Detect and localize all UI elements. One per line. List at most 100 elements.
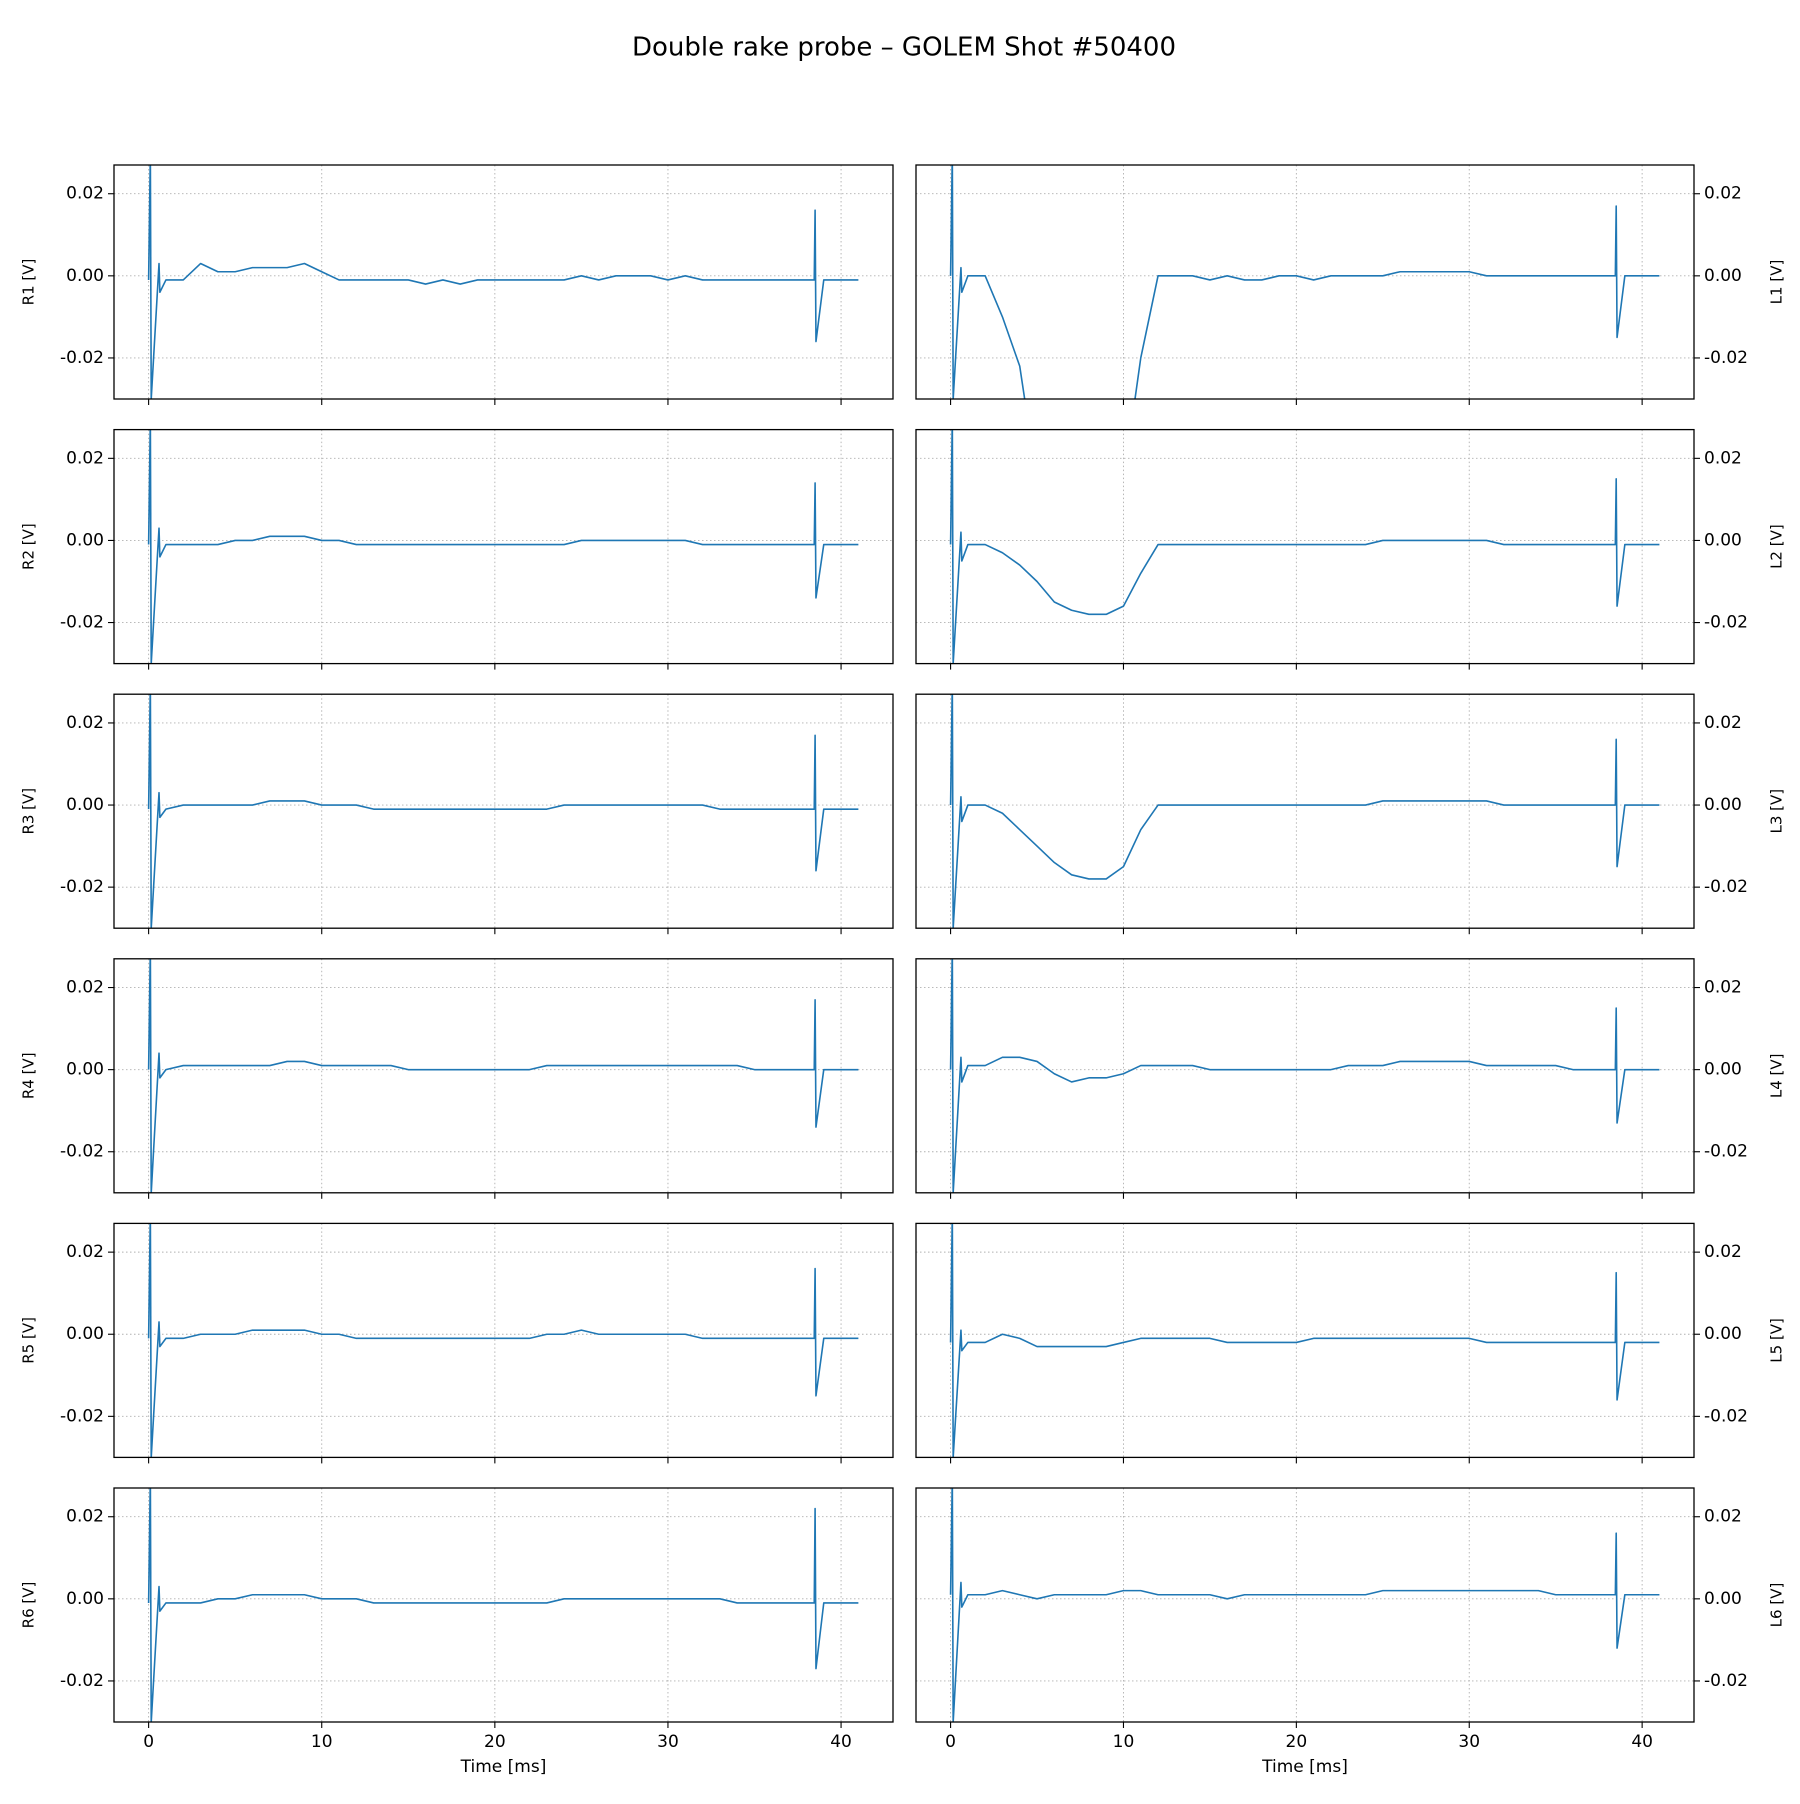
x-tick-label: 10 [311, 1732, 333, 1752]
y-tick-label: 0.02 [66, 184, 104, 204]
y-tick-label: 0.00 [1704, 795, 1742, 815]
y-tick-label: 0.02 [1704, 978, 1742, 998]
y-tick-label: -0.02 [1704, 877, 1748, 897]
x-axis-label: Time [ms] [1261, 1757, 1348, 1777]
panel: -0.02 0.00 0.02 R1 [V] [20, 164, 894, 405]
y-tick-label: 0.02 [1704, 448, 1742, 468]
y-tick-label: 0.00 [66, 266, 104, 286]
figure-title: Double rake probe – GOLEM Shot #50400 [632, 33, 1176, 63]
y-axis-label: L3 [V] [1768, 789, 1786, 834]
y-tick-label: -0.02 [60, 1671, 104, 1691]
y-axis-label: L6 [V] [1768, 1583, 1786, 1628]
y-axis-label: R3 [V] [20, 788, 38, 835]
signal-line [949, 165, 1660, 399]
y-tick-label: -0.02 [60, 877, 104, 897]
y-tick-label: 0.02 [1704, 1242, 1742, 1262]
axes-frame [113, 428, 894, 665]
axes-frame [113, 958, 894, 1194]
signal-line [949, 1223, 1660, 1458]
x-tick-label: 10 [1113, 1732, 1135, 1752]
axes-frame [113, 1222, 894, 1459]
axes-frame [915, 428, 1695, 665]
x-tick-label: 40 [830, 1732, 852, 1752]
y-tick-label: 0.00 [1704, 1324, 1742, 1344]
panel: -0.02 0.00 0.02 R3 [V] [20, 693, 894, 935]
y-tick-label: 0.02 [66, 448, 104, 468]
y-tick-label: -0.02 [1704, 613, 1748, 633]
signal-line [147, 429, 859, 664]
y-axis-label: L4 [V] [1768, 1053, 1786, 1098]
axes-frame [915, 693, 1695, 929]
panel: -0.02 0.00 0.02 L2 [V] [915, 428, 1786, 670]
y-tick-label: -0.02 [1704, 348, 1748, 368]
y-axis-label: L2 [V] [1768, 524, 1786, 569]
signal-line [147, 1223, 859, 1458]
x-axis-label: Time [ms] [460, 1757, 547, 1777]
y-tick-label: 0.00 [1704, 1589, 1742, 1609]
x-tick-label: 0 [945, 1732, 956, 1752]
x-tick-label: 30 [657, 1732, 679, 1752]
y-tick-label: 0.00 [66, 1589, 104, 1609]
panel: -0.02 0.00 0.02 L4 [V] [915, 958, 1786, 1199]
y-axis-label: L1 [V] [1768, 260, 1786, 305]
y-tick-label: 0.02 [66, 1242, 104, 1262]
signal-line [949, 958, 1660, 1193]
y-tick-label: 0.02 [66, 978, 104, 998]
y-tick-label: -0.02 [1704, 1671, 1748, 1691]
y-tick-label: 0.02 [1704, 1507, 1742, 1527]
panel: -0.02 0.00 0.02 R4 [V] [20, 958, 894, 1199]
signal-line [147, 694, 859, 929]
y-tick-label: 0.00 [66, 795, 104, 815]
signal-line [949, 429, 1660, 664]
y-tick-label: 0.02 [1704, 713, 1742, 733]
panel: -0.02 0.00 0.02 L5 [V] [915, 1222, 1786, 1464]
y-tick-label: -0.02 [1704, 1142, 1748, 1162]
y-tick-label: 0.00 [1704, 530, 1742, 550]
y-tick-label: 0.00 [1704, 266, 1742, 286]
y-tick-label: -0.02 [1704, 1406, 1748, 1426]
y-tick-label: 0.00 [66, 530, 104, 550]
y-tick-label: -0.02 [60, 1406, 104, 1426]
y-axis-label: R6 [V] [20, 1582, 38, 1629]
y-tick-label: 0.00 [66, 1324, 104, 1344]
axes-frame [113, 164, 894, 400]
y-axis-label: R4 [V] [20, 1052, 38, 1099]
y-axis-label: L5 [V] [1768, 1318, 1786, 1363]
signal-line [147, 1488, 859, 1722]
y-tick-label: 0.00 [1704, 1060, 1742, 1080]
panel: -0.02 0.00 0.02 R2 [V] [20, 428, 894, 670]
y-tick-label: 0.02 [1704, 184, 1742, 204]
y-tick-label: 0.02 [66, 1507, 104, 1527]
x-tick-label: 20 [1286, 1732, 1308, 1752]
axes-frame [915, 958, 1695, 1194]
y-tick-label: -0.02 [60, 613, 104, 633]
signal-line [949, 694, 1660, 929]
y-tick-label: 0.02 [66, 713, 104, 733]
y-axis-label: R1 [V] [20, 259, 38, 306]
x-tick-label: 20 [484, 1732, 506, 1752]
panel: -0.02 0.00 0.02 L3 [V] [915, 693, 1786, 935]
y-tick-label: -0.02 [60, 348, 104, 368]
signal-line [147, 165, 859, 399]
axes-frame [113, 1487, 894, 1723]
panel: 0 10 20 30 40 -0.02 0.00 0.02 L6 [V] Time [ms] [915, 1487, 1786, 1777]
axes-frame [113, 693, 894, 929]
y-axis-label: R2 [V] [20, 523, 38, 570]
signal-line [949, 1488, 1660, 1722]
x-tick-label: 30 [1458, 1732, 1480, 1752]
panel: -0.02 0.00 0.02 R5 [V] [20, 1222, 894, 1464]
x-tick-label: 40 [1631, 1732, 1653, 1752]
y-axis-label: R5 [V] [20, 1317, 38, 1364]
axes-frame [915, 1487, 1695, 1723]
panel: 0 10 20 30 40 -0.02 0.00 0.02 R6 [V] Time [ms] [20, 1487, 894, 1777]
y-tick-label: 0.00 [66, 1060, 104, 1080]
axes-frame [915, 164, 1695, 400]
axes-frame [915, 1222, 1695, 1459]
panel: -0.02 0.00 0.02 L1 [V] [915, 164, 1786, 405]
y-tick-label: -0.02 [60, 1142, 104, 1162]
x-tick-label: 0 [143, 1732, 154, 1752]
signal-line [147, 958, 859, 1193]
